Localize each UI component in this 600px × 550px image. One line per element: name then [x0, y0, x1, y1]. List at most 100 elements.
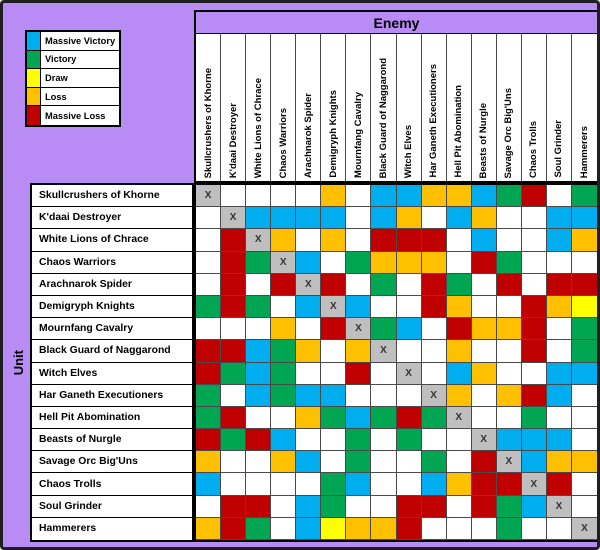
column-headers: Skullcrushers of Khorne K'daai Destroyer W… [194, 33, 597, 183]
matrix-cell [421, 318, 447, 341]
matrix-cell [396, 295, 422, 319]
matrix-cell [271, 295, 297, 319]
matrix-cell [321, 273, 347, 296]
matrix-cell [496, 251, 522, 274]
matrix-cell [271, 495, 297, 518]
matrix-cell [321, 495, 347, 518]
row-label: Chaos Warriors [32, 252, 192, 274]
matrix-cell [546, 517, 572, 540]
matrix-cell [571, 207, 597, 230]
row-label: Beasts of Nurgle [32, 429, 192, 452]
column-header-label: Black Guard of Naggarond [377, 57, 389, 178]
mirror-cell: X [196, 185, 222, 208]
column-header-label: K'daai Destroyer [227, 102, 239, 178]
matrix-cell [496, 318, 522, 341]
mirror-cell: X [421, 384, 447, 407]
mirror-cell: X [471, 429, 497, 452]
matrix-cell [396, 185, 422, 208]
matrix-cell [571, 318, 597, 341]
unit-axis-label: Unit [11, 349, 26, 376]
enemy-axis-label: Enemy [373, 14, 420, 31]
matrix-cell [371, 429, 397, 452]
matrix-cell [246, 295, 272, 319]
matrix-cell [446, 185, 472, 208]
row-label: Black Guard of Naggarond [32, 340, 192, 363]
matrix-cell [421, 251, 447, 274]
matrix-cell [546, 251, 572, 274]
column-header-label: Soul Grinder [553, 120, 565, 178]
legend-swatch-l [27, 87, 41, 106]
matrix-cell [521, 295, 547, 319]
matrix-cell [271, 318, 297, 341]
matrix-cell [471, 406, 497, 430]
matrix-cell [321, 362, 347, 385]
matrix-cell [246, 517, 272, 540]
matrix-cell [321, 185, 347, 208]
matrix-cell [471, 185, 497, 208]
mirror-cell: X [346, 318, 372, 341]
matrix-cell [571, 340, 597, 363]
matrix-cell [346, 295, 372, 319]
matrix-cell [471, 207, 497, 230]
matrix-cell [521, 229, 547, 252]
matrix-cell [371, 384, 397, 407]
row-label: Skullcrushers of Khorne [32, 185, 192, 208]
matrix-cell [321, 207, 347, 230]
column-header-label: Witch Elves [403, 124, 415, 178]
legend-swatch-d [27, 69, 41, 87]
matrix-cell [196, 229, 222, 252]
matrix-cell [396, 340, 422, 363]
matrix-cell [221, 295, 247, 319]
matrix-cell [446, 362, 472, 385]
matrix-cell [471, 451, 497, 474]
matrix-cell [496, 362, 522, 385]
matrix-cell [321, 517, 347, 540]
matrix-cell [221, 340, 247, 363]
matrix-cell [296, 406, 322, 430]
matrix-cell [271, 273, 297, 296]
matrix-cell [396, 429, 422, 452]
matrix-cell [221, 517, 247, 540]
matrix-cell [496, 473, 522, 496]
matrix-cell [471, 295, 497, 319]
legend-item: Massive Victory [27, 32, 119, 51]
matrix-cell [571, 229, 597, 252]
matrix-cell [196, 362, 222, 385]
matrix-cell [196, 473, 222, 496]
matrix-cell [571, 384, 597, 407]
matrix-cell [371, 362, 397, 385]
matrix-cell [296, 495, 322, 518]
row-label: Chaos Trolls [32, 473, 192, 496]
matrix-cell [221, 251, 247, 274]
matrix-cell [421, 495, 447, 518]
matrix-cell [196, 318, 222, 341]
matrix-cell [246, 318, 272, 341]
matrix-cell [571, 495, 597, 518]
matrix-cell [571, 295, 597, 319]
legend-label: Victory [45, 54, 77, 65]
matrix-cell [446, 517, 472, 540]
matrix-cell [446, 495, 472, 518]
matrix-cell [321, 384, 347, 407]
matrix-cell [546, 340, 572, 363]
matrix-cell [496, 229, 522, 252]
legend-label: Massive Victory [45, 35, 116, 46]
matrix-cell [346, 251, 372, 274]
matrix-cell [346, 406, 372, 430]
matrix-cell [521, 406, 547, 430]
matrix-cell [371, 229, 397, 252]
matrix-cell [296, 384, 322, 407]
column-header: Har Ganeth Executioners [422, 34, 447, 181]
mirror-cell: X [521, 473, 547, 496]
mirror-cell: X [546, 495, 572, 518]
mirror-cell: X [321, 295, 347, 319]
matrix-cell [571, 362, 597, 385]
matrix-cell [396, 495, 422, 518]
matrix-cell [271, 229, 297, 252]
matrix-cell [396, 517, 422, 540]
legend-item: Loss [27, 87, 119, 107]
matrix-cell [196, 340, 222, 363]
matrix-cell [246, 340, 272, 363]
matrix-cell [396, 406, 422, 430]
